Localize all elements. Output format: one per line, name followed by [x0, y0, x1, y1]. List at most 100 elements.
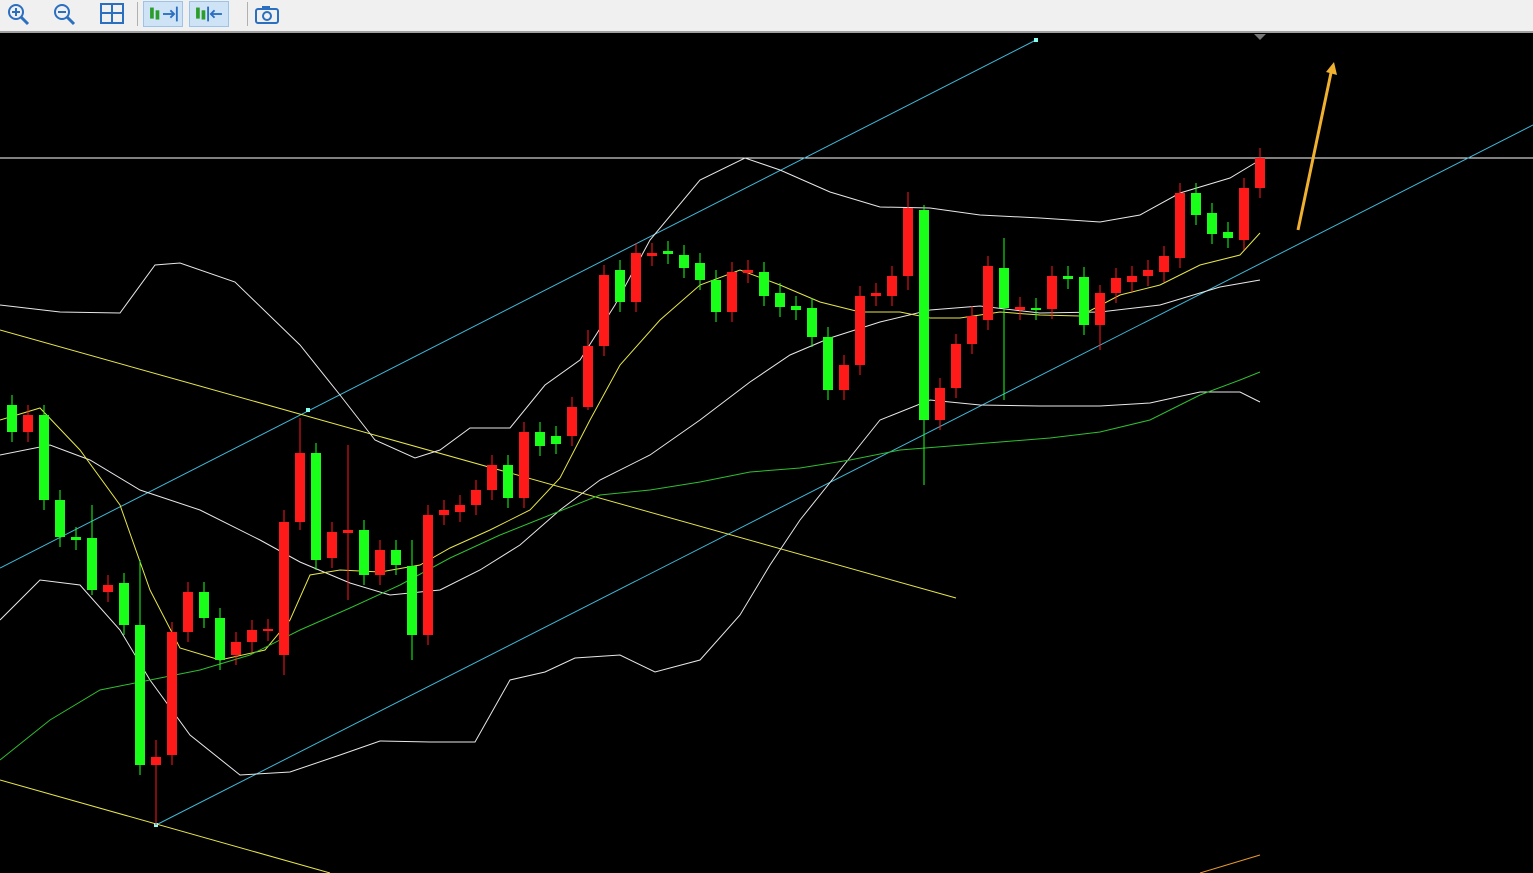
candle-body — [727, 272, 737, 312]
candle-body — [1191, 193, 1201, 215]
candle-body — [1175, 193, 1185, 258]
candle-body — [1111, 278, 1121, 293]
candle-body — [183, 592, 193, 632]
tile-button[interactable] — [98, 1, 126, 27]
candle-body — [55, 500, 65, 537]
candle-body — [1031, 308, 1041, 310]
candle-body — [871, 293, 881, 296]
candle-body — [807, 308, 817, 337]
price-chart — [0, 34, 1533, 873]
candle-body — [935, 388, 945, 420]
candle-body — [647, 253, 657, 256]
trend-line — [0, 779, 331, 873]
zoom-out-button[interactable] — [50, 1, 78, 27]
candle-body — [855, 296, 865, 365]
candle-body — [23, 415, 33, 432]
candle-body — [823, 337, 833, 390]
separator — [247, 2, 248, 26]
candle-body — [887, 276, 897, 296]
candle-body — [359, 530, 369, 575]
candle-body — [951, 344, 961, 388]
candle-body — [407, 566, 417, 635]
candle-body — [391, 550, 401, 565]
candle-body — [231, 642, 241, 655]
candles — [7, 148, 1265, 825]
candle-body — [471, 490, 481, 505]
separator — [137, 2, 138, 26]
candle-body — [903, 208, 913, 276]
candle-body — [423, 515, 433, 635]
candle-body — [1127, 276, 1137, 282]
bollinger-middle — [0, 279, 1261, 596]
candle-body — [615, 270, 625, 302]
candle-body — [631, 253, 641, 302]
candle-body — [439, 510, 449, 515]
anchor-point — [306, 408, 310, 412]
candle-body — [375, 550, 385, 575]
candle-body — [151, 757, 161, 765]
trend-line — [1199, 854, 1261, 873]
candle-body — [1255, 158, 1265, 188]
shift-marker — [1254, 34, 1266, 40]
screenshot-button[interactable] — [253, 1, 281, 27]
candle-body — [1079, 277, 1089, 325]
candle-body — [1095, 293, 1105, 325]
anchor-point — [1034, 38, 1038, 42]
candle-body — [1223, 232, 1233, 238]
candle-body — [1207, 213, 1217, 234]
trend-line — [0, 329, 957, 599]
candle-body — [135, 625, 145, 765]
candle-body — [1159, 256, 1169, 272]
candle-body — [679, 255, 689, 268]
candle-body — [663, 251, 673, 254]
channel-line — [155, 124, 1533, 826]
candle-body — [7, 405, 17, 432]
toolbar — [0, 0, 1533, 33]
candle-body — [919, 210, 929, 420]
candle-body — [1063, 276, 1073, 279]
candle-body — [71, 537, 81, 540]
candle-body — [775, 293, 785, 307]
candle-body — [519, 432, 529, 498]
candle-body — [503, 465, 513, 498]
arrow-head — [1326, 62, 1337, 75]
candle-body — [295, 453, 305, 522]
shift-button[interactable] — [189, 1, 229, 27]
candle-body — [839, 365, 849, 390]
candle-body — [983, 266, 993, 320]
candle-body — [1015, 307, 1025, 310]
candle-body — [743, 270, 753, 273]
arrow — [1296, 67, 1334, 231]
candle-body — [167, 632, 177, 755]
zoom-in-button[interactable] — [4, 1, 32, 27]
candle-body — [551, 436, 561, 444]
candle-body — [487, 465, 497, 490]
candle-body — [39, 415, 49, 500]
candle-body — [695, 263, 705, 280]
candle-body — [791, 306, 801, 310]
candle-body — [455, 505, 465, 512]
bollinger-lower — [0, 391, 1261, 776]
candle-body — [327, 532, 337, 558]
candle-body — [535, 432, 545, 446]
candle-body — [311, 453, 321, 560]
candle-body — [119, 583, 129, 625]
candle-body — [1239, 188, 1249, 240]
fast-ma — [0, 232, 1261, 661]
candle-body — [343, 530, 353, 533]
candle-body — [599, 275, 609, 346]
candle-body — [999, 268, 1009, 308]
channel-line — [0, 39, 1037, 569]
scroll-end-button[interactable] — [143, 1, 183, 27]
candle-body — [1143, 270, 1153, 276]
candle-body — [247, 630, 257, 642]
candle-body — [199, 592, 209, 618]
candle-body — [215, 618, 225, 660]
candle-body — [711, 280, 721, 312]
candle-body — [279, 522, 289, 655]
candle-body — [967, 316, 977, 344]
candle-body — [263, 629, 273, 631]
candle-body — [567, 407, 577, 436]
slow-ma — [0, 371, 1261, 761]
